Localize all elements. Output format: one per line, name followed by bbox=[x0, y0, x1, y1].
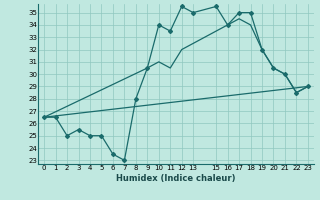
X-axis label: Humidex (Indice chaleur): Humidex (Indice chaleur) bbox=[116, 174, 236, 183]
